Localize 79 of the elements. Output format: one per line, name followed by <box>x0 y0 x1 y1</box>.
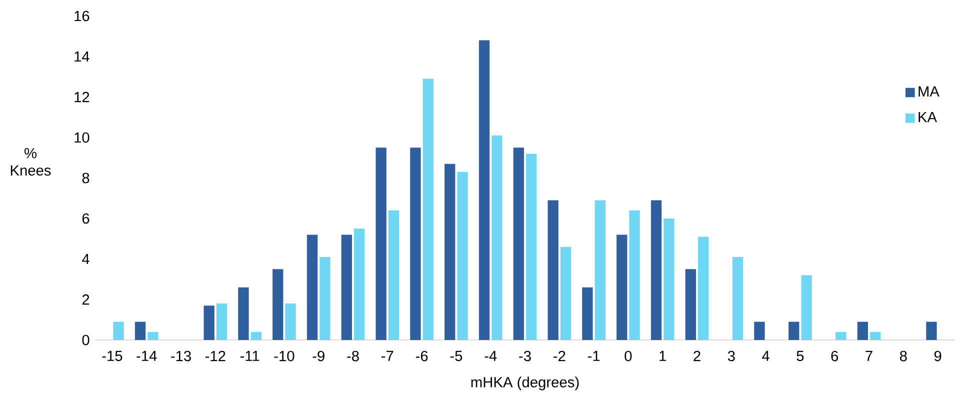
y-tick-label: 4 <box>82 254 90 264</box>
x-tick-label: -7 <box>382 350 394 361</box>
bar <box>492 135 502 340</box>
x-tick-label: -4 <box>484 350 497 361</box>
x-tick-label: 1 <box>660 350 666 361</box>
x-tick-label: 8 <box>900 350 907 362</box>
x-tick-label: -15 <box>102 350 122 362</box>
x-tick-label: -13 <box>171 350 191 362</box>
x-tick-label: -6 <box>416 350 428 362</box>
x-tick-label: -14 <box>136 350 157 361</box>
bar <box>410 148 421 340</box>
bar <box>788 322 800 340</box>
bar <box>664 218 674 340</box>
bar <box>388 210 400 340</box>
x-axis-title: mHKA (degrees) <box>471 376 579 390</box>
bar <box>836 332 846 340</box>
bar <box>422 78 434 340</box>
bar <box>148 332 158 340</box>
bar <box>320 256 330 340</box>
x-tick-label: 9 <box>934 350 942 362</box>
bar <box>629 210 640 340</box>
bar <box>526 154 537 340</box>
bar <box>354 228 365 340</box>
y-tick-label: 10 <box>74 132 90 143</box>
bar <box>250 332 262 340</box>
bar <box>732 256 744 340</box>
bar <box>216 304 228 340</box>
y-tick-label: 8 <box>82 172 90 184</box>
bar <box>870 332 881 340</box>
y-tick-label: 2 <box>82 294 90 305</box>
y-tick-label: 12 <box>74 92 90 102</box>
bar <box>444 164 456 340</box>
bar <box>698 236 709 340</box>
x-tick-label: -1 <box>588 350 600 361</box>
bar <box>457 172 468 340</box>
y-tick-label: 16 <box>74 10 90 22</box>
x-tick-label: 4 <box>762 350 770 361</box>
bar <box>204 306 214 340</box>
bar <box>134 322 146 340</box>
x-tick-label: 5 <box>796 350 804 362</box>
bar <box>341 234 352 340</box>
bar <box>616 234 628 340</box>
x-tick-label: 2 <box>694 350 700 362</box>
bar <box>272 269 284 340</box>
legend-label: KA <box>918 112 938 122</box>
x-tick-label: -9 <box>312 350 324 362</box>
x-tick-label: 3 <box>728 350 735 362</box>
x-tick-label: 0 <box>624 350 632 362</box>
y-tick-label: 6 <box>82 213 90 224</box>
legend-label: MA <box>918 86 940 96</box>
x-tick-label: -11 <box>240 350 260 361</box>
bar <box>478 40 490 340</box>
bar <box>560 246 572 340</box>
x-tick-label: -8 <box>347 350 359 362</box>
bar <box>285 304 296 340</box>
bar <box>754 322 765 340</box>
x-tick-label: -12 <box>205 350 226 362</box>
bar <box>857 322 868 340</box>
bar <box>801 275 812 340</box>
bar <box>926 322 937 340</box>
bar <box>548 200 558 340</box>
x-tick-label: -2 <box>554 350 566 362</box>
x-tick-label: 6 <box>831 350 838 362</box>
x-tick-label: 7 <box>866 350 872 361</box>
x-tick-label: -10 <box>274 350 294 362</box>
y-axis-title: % Knees <box>10 148 51 176</box>
y-tick-label: 0 <box>82 334 90 346</box>
x-tick-label: -3 <box>519 350 531 362</box>
x-tick-label: -5 <box>450 350 462 362</box>
bar <box>306 234 318 340</box>
bar <box>513 148 524 340</box>
bar <box>594 200 606 340</box>
bar <box>650 200 662 340</box>
bar <box>685 269 696 340</box>
bar <box>376 148 386 340</box>
bar <box>113 322 124 340</box>
bar <box>582 287 593 340</box>
bar <box>238 287 249 340</box>
y-tick-label: 14 <box>74 51 90 62</box>
